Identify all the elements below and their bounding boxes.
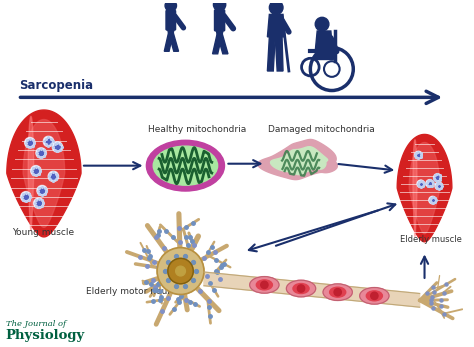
Circle shape: [434, 174, 441, 181]
Text: Healthy mitochondria: Healthy mitochondria: [148, 126, 246, 135]
Circle shape: [176, 266, 185, 276]
Circle shape: [48, 171, 58, 181]
Polygon shape: [164, 29, 174, 51]
Polygon shape: [7, 110, 81, 237]
Circle shape: [168, 259, 193, 284]
Text: Young muscle: Young muscle: [12, 228, 74, 237]
Circle shape: [435, 182, 443, 190]
Polygon shape: [28, 116, 34, 230]
Circle shape: [165, 0, 176, 11]
Text: Physiology: Physiology: [6, 329, 85, 342]
Circle shape: [46, 139, 51, 144]
Circle shape: [55, 144, 60, 150]
Text: Sarcopenia: Sarcopenia: [19, 79, 94, 92]
Ellipse shape: [146, 140, 225, 191]
Circle shape: [37, 186, 47, 195]
Circle shape: [37, 185, 47, 196]
Circle shape: [415, 152, 422, 159]
Circle shape: [371, 292, 378, 299]
Circle shape: [34, 198, 44, 209]
Circle shape: [429, 197, 436, 204]
Circle shape: [417, 180, 425, 188]
Circle shape: [426, 180, 433, 187]
Circle shape: [34, 198, 44, 208]
Ellipse shape: [366, 291, 383, 301]
Circle shape: [428, 196, 437, 204]
Circle shape: [31, 166, 41, 176]
Circle shape: [417, 180, 424, 187]
Polygon shape: [315, 31, 333, 51]
Polygon shape: [212, 30, 223, 54]
Circle shape: [33, 168, 38, 174]
FancyBboxPatch shape: [215, 10, 225, 31]
Circle shape: [39, 188, 45, 193]
Text: Elderly muscle: Elderly muscle: [400, 235, 462, 244]
Polygon shape: [413, 140, 417, 236]
Circle shape: [426, 179, 434, 187]
Circle shape: [23, 194, 28, 200]
Polygon shape: [23, 120, 64, 227]
Circle shape: [21, 192, 31, 202]
Ellipse shape: [153, 146, 218, 185]
Circle shape: [334, 289, 341, 296]
Circle shape: [437, 184, 441, 188]
Circle shape: [417, 153, 420, 157]
Circle shape: [428, 181, 432, 185]
Circle shape: [157, 248, 204, 295]
Ellipse shape: [329, 287, 346, 297]
Circle shape: [48, 171, 59, 182]
Circle shape: [269, 1, 283, 14]
Text: Elderly motor neuron: Elderly motor neuron: [86, 287, 182, 296]
Circle shape: [434, 174, 441, 181]
Circle shape: [213, 0, 226, 11]
Circle shape: [36, 201, 41, 206]
Circle shape: [25, 137, 35, 148]
Ellipse shape: [293, 283, 309, 294]
Ellipse shape: [250, 277, 279, 293]
Circle shape: [43, 136, 54, 147]
Text: The Journal of: The Journal of: [6, 320, 66, 328]
Polygon shape: [275, 37, 283, 71]
Circle shape: [25, 138, 35, 147]
Circle shape: [52, 142, 63, 152]
Polygon shape: [315, 51, 333, 59]
Polygon shape: [267, 14, 285, 37]
Ellipse shape: [360, 288, 389, 304]
Polygon shape: [267, 37, 275, 71]
Polygon shape: [409, 143, 440, 234]
Polygon shape: [216, 30, 228, 54]
Circle shape: [415, 151, 422, 159]
Circle shape: [435, 182, 442, 189]
Circle shape: [431, 198, 435, 202]
Text: Damaged mitochondria: Damaged mitochondria: [268, 126, 375, 135]
Ellipse shape: [256, 280, 273, 290]
Circle shape: [27, 140, 33, 145]
Circle shape: [36, 148, 46, 158]
Circle shape: [36, 148, 46, 158]
Circle shape: [51, 174, 56, 179]
Polygon shape: [258, 139, 337, 180]
Circle shape: [315, 17, 329, 31]
Polygon shape: [397, 134, 452, 242]
Polygon shape: [271, 147, 328, 175]
Circle shape: [20, 192, 31, 202]
Circle shape: [419, 182, 423, 186]
Circle shape: [38, 150, 44, 156]
Circle shape: [436, 176, 439, 179]
Circle shape: [31, 166, 41, 176]
Ellipse shape: [323, 284, 352, 301]
FancyBboxPatch shape: [166, 10, 175, 30]
Circle shape: [297, 285, 305, 292]
Polygon shape: [204, 272, 419, 307]
Polygon shape: [167, 29, 179, 51]
Ellipse shape: [286, 280, 316, 297]
Circle shape: [53, 142, 62, 152]
Circle shape: [261, 281, 268, 289]
Circle shape: [44, 137, 53, 146]
